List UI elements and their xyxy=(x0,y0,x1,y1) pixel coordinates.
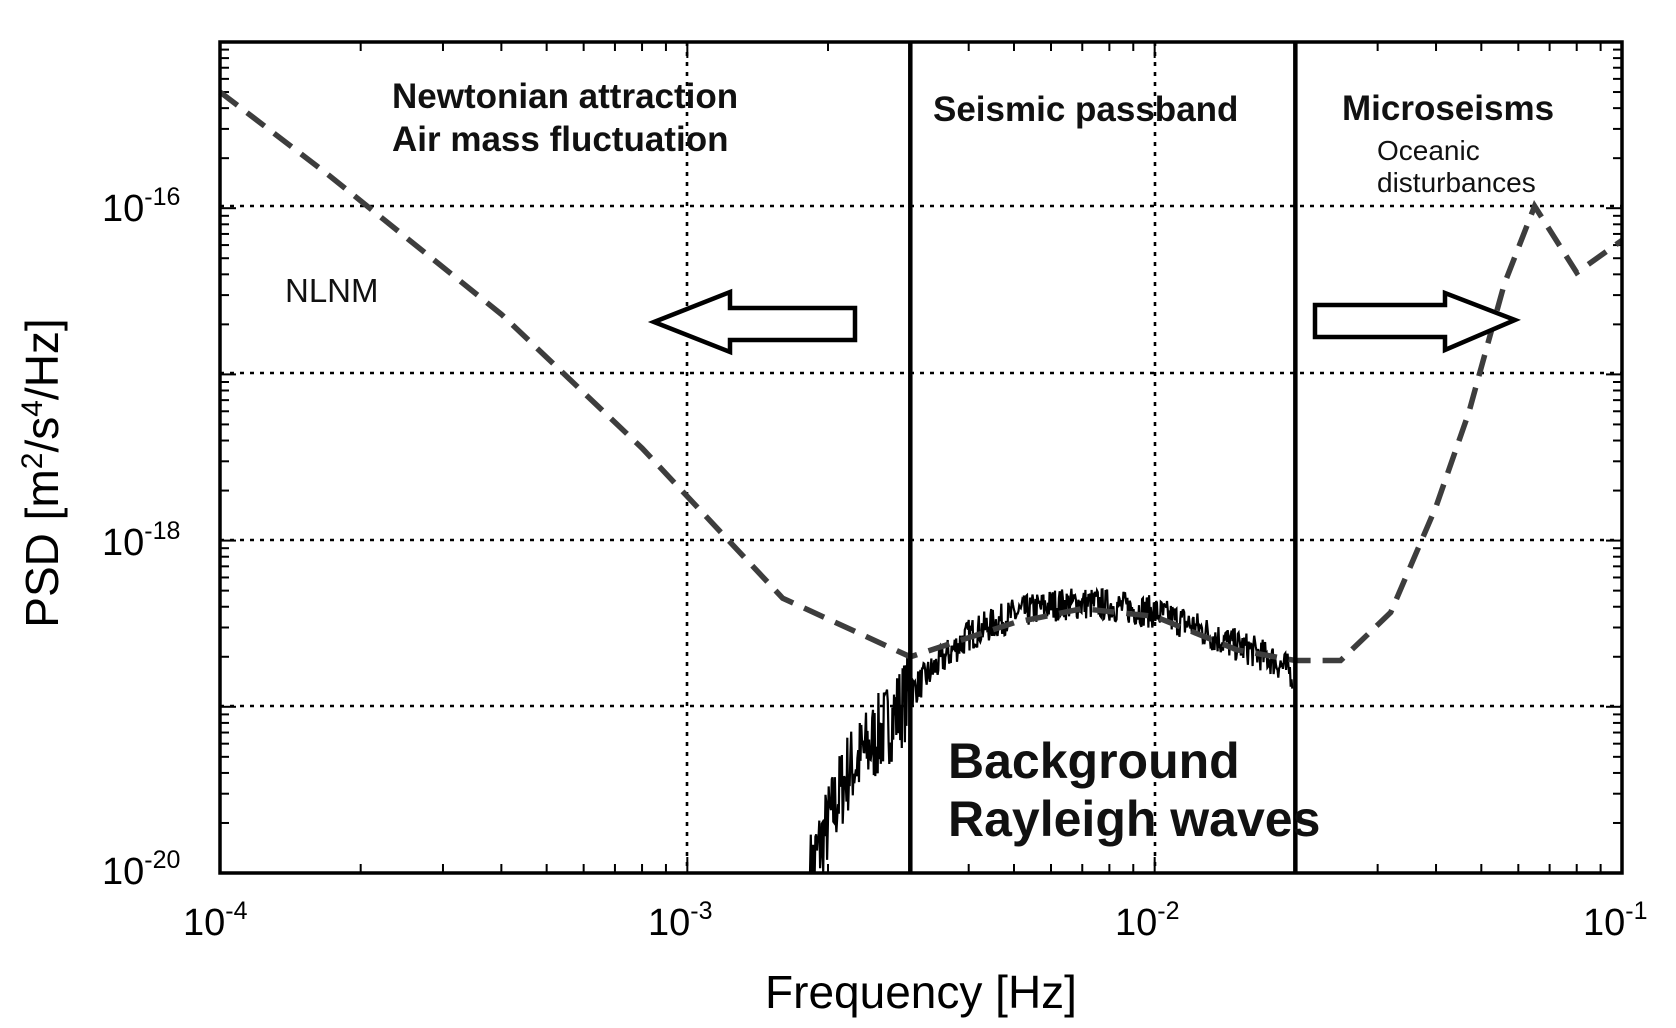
rayleigh-waves-label: Rayleigh waves xyxy=(948,791,1320,847)
grid xyxy=(220,42,1622,873)
x-tick-label-1e-2: 10-2 xyxy=(1115,897,1180,944)
x-tick-label-1e-4: 10-4 xyxy=(183,897,248,944)
x-axis-title: Frequency [Hz] xyxy=(765,966,1077,1018)
left-arrow-icon xyxy=(647,288,858,356)
background-psd-line xyxy=(808,586,1294,875)
disturbances-label: disturbances xyxy=(1377,167,1536,198)
y-axis-title: PSD [m2/s4/Hz] xyxy=(16,318,68,627)
x-tick-label-1e-3: 10-3 xyxy=(648,897,713,944)
plot-frame xyxy=(218,40,1624,875)
air-mass-label: Air mass fluctuation xyxy=(392,120,728,159)
y-tick-label-1e-16: 10-16 xyxy=(102,183,180,230)
newtonian-label: Newtonian attraction xyxy=(392,77,738,116)
y-tick-label-1e-20: 10-20 xyxy=(102,846,180,893)
y-tick-label-1e-18: 10-18 xyxy=(102,517,180,564)
background-label: Background xyxy=(948,733,1240,789)
x-tick-label-1e-1: 10-1 xyxy=(1583,897,1648,944)
seismic-passband-label: Seismic passband xyxy=(933,90,1238,129)
oceanic-label: Oceanic xyxy=(1377,135,1480,166)
nlnm-label: NLNM xyxy=(285,272,379,309)
right-arrow-icon xyxy=(1312,289,1521,354)
nlnm-line xyxy=(218,89,1624,664)
microseisms-label: Microseisms xyxy=(1342,89,1554,128)
